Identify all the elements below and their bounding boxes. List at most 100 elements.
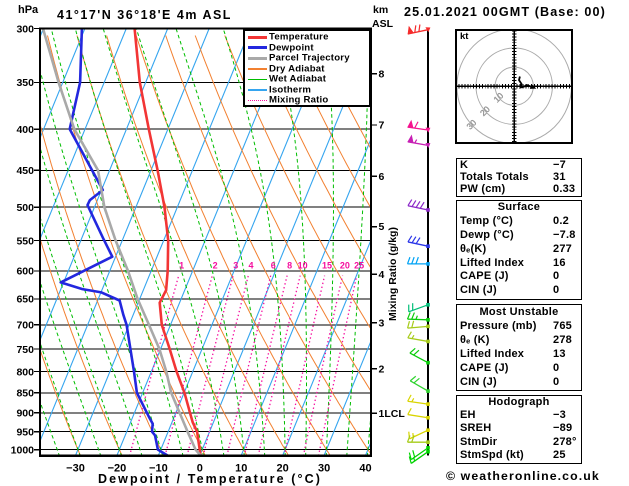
hodograph-trace [518, 76, 534, 89]
wet-adiabat-0 [74, 28, 204, 456]
temperature-tick-label-40: 40 [359, 463, 371, 475]
wind-barb-979 [406, 435, 430, 444]
table-row-totals-totals: Totals Totals 31 [457, 171, 581, 183]
pressure-tick-label-300: 300 [16, 23, 34, 35]
wet-adiabat-5 [102, 28, 225, 456]
table-section-most-unstable: Most Unstable Pressure (mb) 765 θₑ (K) 278 Li… [456, 303, 582, 392]
temperature-tick-label--10: −10 [149, 463, 168, 475]
temperature-tick-label-20: 20 [277, 463, 289, 475]
table-row-label: CAPE (J) [460, 270, 509, 283]
mixing-ratio-label-15: 15 [322, 261, 332, 271]
legend-label: Mixing Ratio [269, 94, 329, 106]
pressure-tick-label-600: 600 [16, 266, 34, 278]
wind-barb-780 [409, 347, 430, 365]
pressure-tick-label-850: 850 [16, 388, 34, 400]
wind-barb-703 [406, 320, 430, 329]
pressure-tick-label-1000: 1000 [11, 444, 35, 456]
table-row-value: 278° [553, 435, 577, 448]
mixing-ratio-line-1 [129, 275, 180, 456]
wet-adiabat--15 [40, 145, 143, 456]
wind-barb-504 [407, 199, 430, 212]
table-section-title: Hodograph [488, 396, 550, 408]
temperature-tick-label--20: −20 [108, 463, 127, 475]
wet-adiabat-15 [175, 28, 266, 456]
mixing-ratio-label-4: 4 [249, 261, 254, 271]
table-row-value: 25 [553, 448, 566, 461]
legend-label: Dewpoint [269, 42, 314, 54]
dry-adiabat-70 [253, 35, 371, 270]
table-row-cape-j-: CAPE (J) 0 [457, 270, 581, 284]
pressure-tick-label-700: 700 [16, 320, 34, 332]
legend-item-temperature: Temperature [245, 32, 369, 43]
table-row-value: 765 [553, 319, 572, 332]
table-row-value: 0.2 [553, 214, 569, 227]
asl-axis-unit-label: ASL [372, 18, 393, 30]
legend-item-wet-adiabat: Wet Adiabat [245, 74, 369, 85]
chart-legend: Temperature Dewpoint Parcel Trajectory Dry … [243, 29, 371, 107]
km-tick-label-3: 3 [379, 318, 385, 330]
table-row-label: Temp (°C) [460, 214, 514, 227]
pressure-tick-label-350: 350 [16, 77, 34, 89]
table-row-cin-j-: CIN (J) 0 [457, 375, 581, 389]
dry-adiabat-20 [106, 35, 290, 456]
wind-barb-913 [407, 407, 430, 420]
plot-area: 1 2 3 4 6 8 10 15 20 25 [40, 28, 371, 456]
table-row-value: 0.33 [553, 182, 576, 195]
wet-adiabat-10 [135, 28, 245, 456]
dry-adiabat-30 [135, 35, 331, 456]
table-row-eh: EH −3 [457, 409, 581, 422]
table-row-value: 13 [553, 348, 566, 361]
table-row-value: 0 [553, 284, 560, 297]
table-section-surface: Surface Temp (°C) 0.2 Dewp (°C) −7.8 θₑ(K) 277… [456, 200, 582, 301]
legend-line-sample [248, 56, 267, 60]
km-tick-label-2: 2 [379, 363, 385, 375]
km-tick-label-1LCL: 1LCL [379, 408, 406, 420]
table-row-value: −7 [553, 158, 566, 171]
legend-item-parcel-trajectory: Parcel Trajectory [245, 53, 369, 64]
isotherm--30 [75, 28, 252, 456]
mixing-ratio-line-3 [186, 275, 234, 456]
hodograph-ring-label-20: 20 [478, 104, 492, 118]
mixing-ratio-axis-title: Mixing Ratio (g/kg) [387, 227, 399, 321]
table-section-title: Surface [497, 201, 541, 214]
wet-adiabat--20 [40, 215, 122, 456]
table-row-label: CAPE (J) [460, 362, 509, 375]
table-row-label: StmDir [460, 435, 498, 448]
table-row-label: CIN (J) [460, 376, 497, 389]
table-row-cape-j-: CAPE (J) 0 [457, 361, 581, 375]
table-row-value: −7.8 [553, 228, 576, 241]
km-axis-unit-label: km [373, 4, 389, 16]
legend-line-sample [248, 99, 267, 101]
table-row-pw-cm-: PW (cm) 0.33 [457, 183, 581, 195]
mixing-ratio-line-2 [164, 275, 213, 456]
table-row-label: Lifted Index [460, 348, 525, 361]
table-row-label: SREH [460, 422, 492, 435]
table-row-label: θₑ(K) [460, 242, 487, 255]
legend-line-sample [248, 78, 267, 81]
table-row-label: Lifted Index [460, 256, 525, 269]
wind-barb-559 [407, 235, 430, 248]
dry-adiabat--10 [40, 122, 165, 456]
wind-barb-846 [409, 375, 430, 393]
legend-label: Parcel Trajectory [269, 52, 350, 64]
hodograph-unit-label: kt [460, 31, 469, 42]
mixing-ratio-line-4 [202, 275, 249, 456]
dry-adiabat--30 [40, 348, 81, 456]
run-date-title: 25.01.2021 00GMT (Base: 00) [404, 5, 606, 19]
hodograph-arrow-head [529, 84, 537, 89]
temperature-axis-title: Dewpoint / Temperature (°C) [98, 472, 322, 486]
table-row-temp-c-: Temp (°C) 0.2 [457, 215, 581, 229]
table-row-label: EH [460, 409, 476, 422]
temperature-tick-label-10: 10 [235, 463, 247, 475]
isotherm--60 [40, 28, 127, 241]
wind-barb-419 [407, 134, 431, 148]
mixing-ratio-line-25 [317, 275, 358, 456]
table-row--k-: θₑ (K) 278 [457, 333, 581, 347]
pressure-tick-label-950: 950 [16, 426, 34, 438]
mixing-ratio-label-25: 25 [354, 261, 364, 271]
table-section-indices: K −7 Totals Totals 31 PW (cm) 0.33 [456, 157, 582, 197]
table-row-label: StmSpd (kt) [460, 448, 524, 461]
mixing-ratio-line-20 [302, 275, 344, 456]
